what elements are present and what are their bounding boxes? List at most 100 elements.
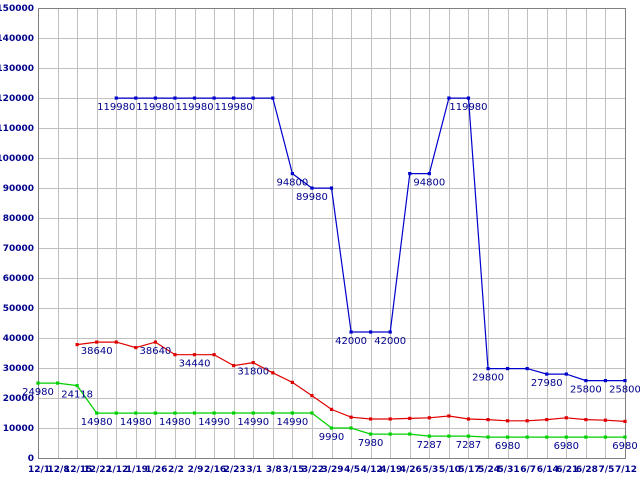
data-point-green [75, 384, 79, 388]
value-label-blue: 42000 [374, 336, 406, 347]
data-point-red [506, 419, 510, 423]
data-point-blue [486, 367, 490, 371]
x-tick-label: 7/12 [615, 465, 637, 475]
y-tick-label: 140000 [0, 34, 34, 44]
value-label-green: 14980 [159, 417, 191, 428]
data-point-red [349, 415, 353, 419]
y-tick-label: 20000 [3, 394, 34, 404]
data-point-green [349, 426, 353, 430]
data-point-green [388, 432, 392, 436]
data-point-blue [447, 96, 451, 100]
x-tick-label: 2/23 [224, 465, 246, 475]
data-point-red [564, 416, 568, 420]
data-point-red [251, 361, 255, 365]
data-point-green [36, 381, 40, 385]
x-tick-label: 4/5 [344, 465, 360, 475]
data-point-red [75, 343, 79, 347]
x-tick-label: 5/24 [478, 465, 500, 475]
data-point-blue [603, 379, 608, 383]
data-point-red [290, 380, 294, 384]
y-tick-label: 10000 [3, 424, 34, 434]
data-point-green [95, 411, 99, 415]
value-label-green: 6980 [612, 441, 637, 452]
data-point-green [134, 411, 138, 415]
value-label-green: 24118 [61, 390, 93, 401]
data-point-blue [329, 186, 334, 190]
value-label-green: 7287 [417, 440, 442, 451]
x-tick-label: 1/19 [126, 465, 148, 475]
data-point-blue [408, 172, 412, 176]
data-point-green [290, 411, 294, 415]
data-point-red [408, 416, 412, 420]
value-label-blue: 25800 [609, 385, 640, 396]
data-point-blue [584, 379, 588, 383]
x-tick-label: 6/14 [537, 465, 559, 475]
data-point-blue [545, 372, 549, 376]
y-tick-label: 130000 [0, 64, 34, 74]
data-point-green [525, 435, 529, 439]
x-tick-label: 6/21 [556, 465, 578, 475]
grid-lines [38, 8, 626, 459]
data-point-green [486, 435, 490, 439]
data-point-red [95, 340, 99, 344]
value-label-green: 7287 [456, 440, 481, 451]
data-point-red [388, 417, 392, 421]
data-point-red [603, 418, 608, 422]
data-point-blue [466, 96, 471, 100]
data-point-blue [427, 172, 431, 176]
y-tick-label: 120000 [0, 94, 34, 104]
data-point-green [114, 411, 118, 415]
data-point-red [486, 418, 490, 422]
data-point-green [173, 411, 177, 415]
data-point-green [329, 426, 334, 430]
y-tick-label: 30000 [3, 364, 34, 374]
x-tick-label: 2/9 [188, 465, 204, 475]
data-point-red [271, 371, 275, 375]
y-tick-label: 40000 [3, 334, 34, 344]
value-label-blue: 89980 [296, 192, 328, 203]
value-label-blue: 25800 [570, 385, 602, 396]
value-label-blue: 27980 [531, 378, 563, 389]
value-label-green: 14990 [198, 417, 230, 428]
x-tick-label: 3/15 [282, 465, 304, 475]
value-label-blue: 94800 [413, 178, 445, 189]
x-tick-label: 4/19 [380, 465, 402, 475]
data-point-blue [349, 330, 353, 334]
data-point-green [623, 435, 627, 439]
y-tick-label: 100000 [0, 154, 34, 164]
data-point-blue [271, 96, 275, 100]
plot-border [38, 8, 626, 459]
value-label-green: 14990 [237, 417, 269, 428]
data-point-red [232, 364, 236, 368]
data-point-green [369, 432, 373, 436]
value-label-green: 14980 [120, 417, 152, 428]
x-tick-label: 12/22 [84, 465, 112, 475]
x-tick-label: 4/26 [400, 465, 422, 475]
data-point-blue [134, 96, 138, 100]
data-point-blue [525, 367, 529, 371]
x-tick-label: 3/1 [246, 465, 262, 475]
data-point-blue [623, 379, 627, 383]
data-point-blue [212, 96, 216, 100]
x-tick-label: 5/31 [498, 465, 520, 475]
data-point-blue [564, 372, 568, 376]
value-label-red: 38640 [139, 346, 171, 357]
x-tick-label: 5/17 [458, 465, 480, 475]
x-tick-label: 12/15 [64, 465, 92, 475]
value-label-blue: 94800 [276, 178, 308, 189]
value-label-green: 14990 [276, 417, 308, 428]
x-tick-label: 12/8 [48, 465, 70, 475]
value-label-blue: 42000 [335, 336, 367, 347]
value-label-green: 7980 [358, 438, 383, 449]
value-label-red: 38640 [81, 346, 113, 357]
data-point-blue [251, 96, 255, 100]
x-tick-label: 1/12 [106, 465, 128, 475]
data-point-red [369, 417, 373, 421]
x-tick-label: 3/8 [266, 465, 282, 475]
value-label-green: 6980 [554, 441, 579, 452]
y-tick-label: 80000 [3, 214, 34, 224]
data-point-green [212, 411, 216, 415]
x-tick-label: 5/10 [439, 465, 461, 475]
data-point-green [447, 434, 451, 438]
